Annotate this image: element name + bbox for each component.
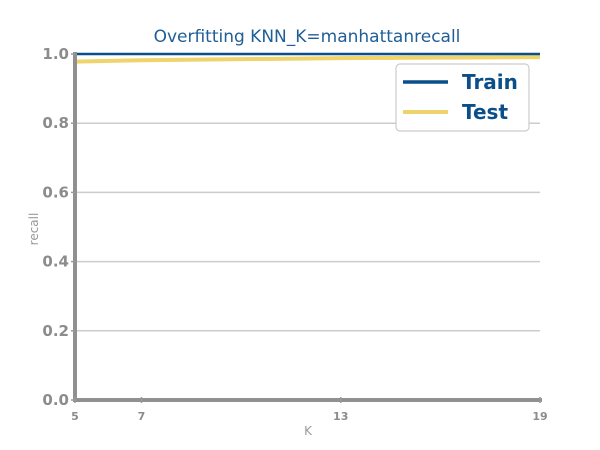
- x-tick-labels: 5 7 13 19: [71, 397, 548, 423]
- series-line-test: [74, 55, 541, 64]
- legend-label-train: Train: [462, 70, 518, 94]
- y-axis-label: recall: [27, 213, 41, 246]
- chart-title: Overfitting KNN_K=manhattanrecall: [154, 27, 461, 47]
- x-tick-label: 7: [138, 410, 146, 423]
- y-tick-label: 0.2: [42, 322, 69, 340]
- y-tick-labels: 0.0 0.2 0.4 0.6 0.8 1.0: [42, 45, 75, 409]
- legend-label-test: Test: [462, 100, 508, 124]
- x-tick-label: 13: [333, 410, 348, 423]
- y-tick-label: 0.4: [42, 253, 69, 271]
- y-tick-label: 0.0: [42, 391, 69, 409]
- x-tick-label: 19: [532, 410, 547, 423]
- y-tick-label: 0.8: [42, 114, 69, 132]
- series-layer: [74, 52, 541, 64]
- axes: [73, 52, 542, 402]
- y-tick-label: 1.0: [42, 45, 69, 63]
- x-tick-label: 5: [71, 410, 79, 423]
- legend: Train Test: [395, 63, 530, 132]
- x-axis-label: K: [304, 424, 313, 438]
- y-tick-label: 0.6: [42, 183, 69, 201]
